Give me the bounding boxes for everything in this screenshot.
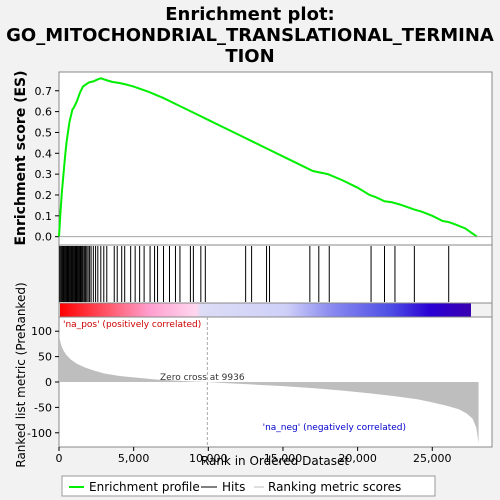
legend-hits-label: Hits bbox=[222, 480, 245, 494]
x-tick-label: 15,000 bbox=[264, 452, 303, 465]
es-y-tick-label: 0.7 bbox=[35, 85, 53, 98]
es-y-tick-label: 0.1 bbox=[35, 210, 53, 223]
neg-correlated-label: 'na_neg' (negatively correlated) bbox=[263, 423, 406, 433]
metric-y-ticks: 100 50 0 -50 -100 bbox=[27, 325, 59, 440]
title-line-3: TION bbox=[225, 46, 274, 67]
metric-y-tick-label: 50 bbox=[38, 351, 52, 364]
legend-box bbox=[61, 475, 436, 497]
x-tick-label: 0 bbox=[56, 452, 63, 465]
es-plot-area bbox=[58, 71, 493, 246]
x-axis-label: Rank in Ordered Dataset bbox=[201, 454, 349, 468]
hits-plot-area bbox=[58, 244, 493, 304]
ranking-color-bar bbox=[58, 302, 493, 318]
es-panel: 0.0 0.1 0.2 0.3 0.4 0.5 0.6 0.7 Enrichment scor… bbox=[13, 70, 493, 246]
x-tick-label: 25,000 bbox=[413, 452, 452, 465]
enrichment-profile-line bbox=[58, 77, 478, 238]
x-tick-label: 5,000 bbox=[118, 452, 150, 465]
legend-metric-label: Ranking metric scores bbox=[268, 480, 401, 494]
metric-panel: 100 50 0 -50 -100 0 5,000 10,000 15,000 20,000 25… bbox=[14, 282, 493, 468]
hit-lines bbox=[59, 246, 450, 302]
pos-correlated-label: 'na_pos' (positively correlated) bbox=[63, 320, 201, 330]
es-y-tick-label: 0.3 bbox=[35, 168, 53, 181]
hits-panel bbox=[58, 244, 493, 304]
title-line-1: Enrichment plot: bbox=[165, 4, 335, 25]
es-y-tick-label: 0.2 bbox=[35, 189, 53, 202]
es-y-tick-label: 0.6 bbox=[35, 106, 53, 119]
es-y-tick-label: 0.4 bbox=[35, 147, 53, 160]
metric-y-tick-label: -100 bbox=[27, 427, 52, 440]
es-y-tick-label: 0.5 bbox=[35, 126, 53, 139]
metric-y-tick-label: -50 bbox=[34, 401, 52, 414]
ranking-metric-area bbox=[59, 331, 479, 443]
es-y-ticks: 0.0 0.1 0.2 0.3 0.4 0.5 0.6 0.7 bbox=[35, 85, 59, 244]
metric-x-ticks: 0 5,000 10,000 15,000 20,000 25,000 bbox=[56, 447, 452, 465]
metric-y-axis-label: Ranked list metric (PreRanked) bbox=[14, 282, 28, 467]
legend: Enrichment profile Hits Ranking metric s… bbox=[61, 475, 436, 497]
legend-profile-label: Enrichment profile bbox=[89, 480, 200, 494]
es-y-tick-label: 0.0 bbox=[35, 231, 53, 244]
color-bar-strip bbox=[60, 303, 471, 317]
metric-y-tick-label: 100 bbox=[31, 325, 52, 338]
zero-cross-label: Zero cross at 9936 bbox=[160, 373, 245, 383]
title-line-2: GO_MITOCHONDRIAL_TRANSLATIONAL_TERMINA bbox=[6, 25, 494, 46]
metric-y-tick-label: 0 bbox=[45, 376, 52, 389]
x-tick-label: 10,000 bbox=[189, 452, 228, 465]
x-tick-label: 20,000 bbox=[338, 452, 377, 465]
es-y-axis-label: Enrichment score (ES) bbox=[13, 70, 29, 245]
